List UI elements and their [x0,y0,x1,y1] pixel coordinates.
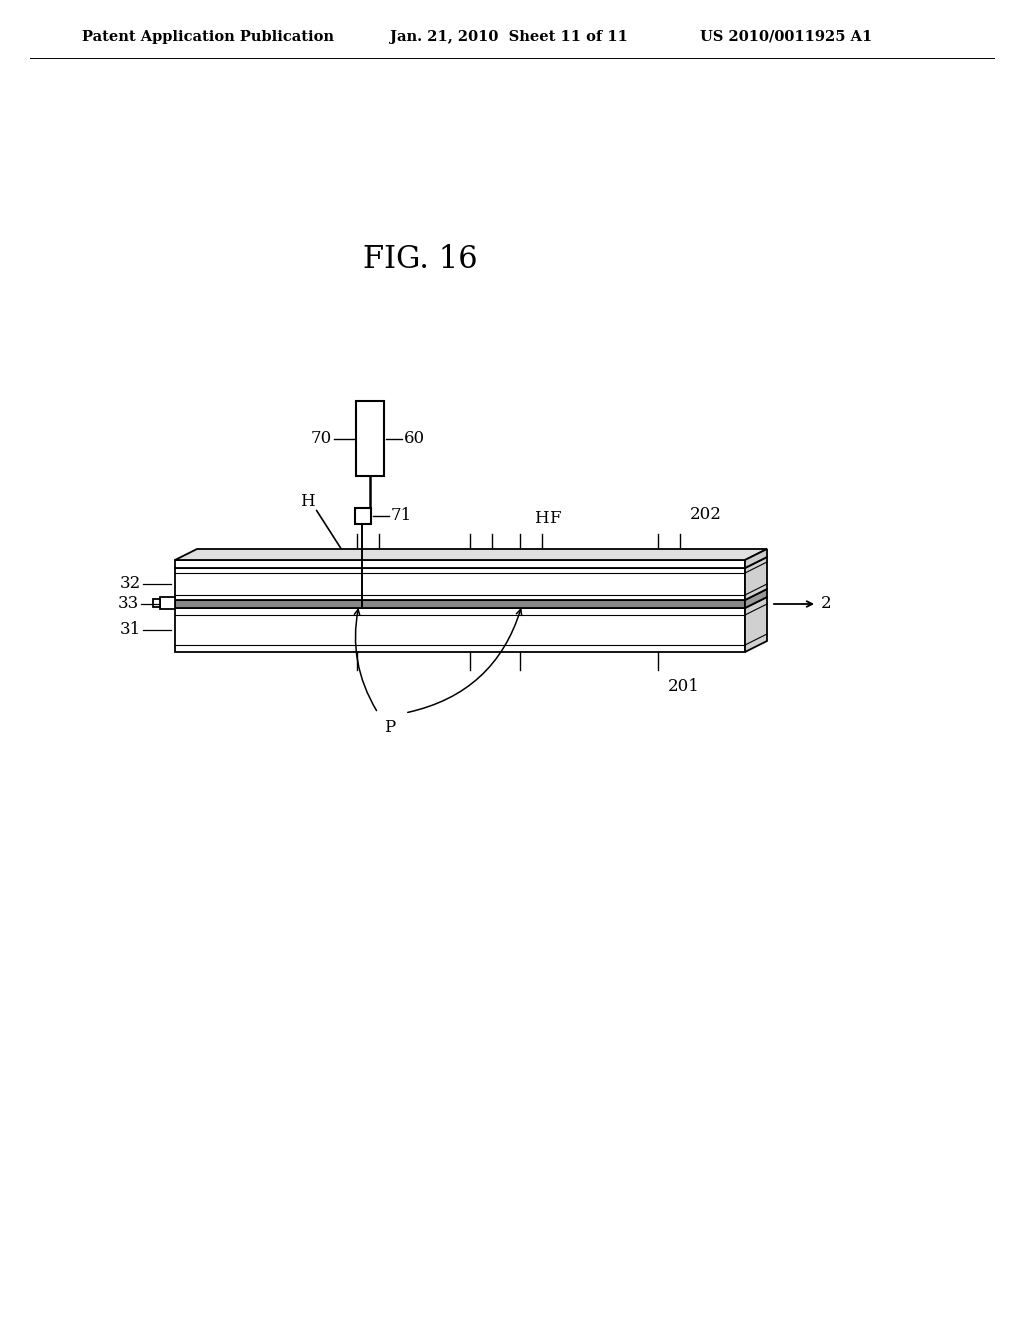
Text: 33: 33 [118,595,139,612]
Text: 201: 201 [668,678,699,696]
Polygon shape [160,597,175,609]
Text: 32: 32 [120,576,141,593]
Polygon shape [175,557,767,568]
Text: 2: 2 [821,595,831,612]
Text: US 2010/0011925 A1: US 2010/0011925 A1 [700,30,872,44]
Text: Jan. 21, 2010  Sheet 11 of 11: Jan. 21, 2010 Sheet 11 of 11 [390,30,628,44]
Polygon shape [175,549,767,560]
Polygon shape [745,557,767,601]
Polygon shape [175,609,745,652]
Text: H: H [300,494,314,511]
Text: FIG. 16: FIG. 16 [362,244,477,276]
Text: H: H [534,510,549,527]
Polygon shape [745,597,767,652]
Polygon shape [745,589,767,609]
Polygon shape [745,549,767,568]
Text: 71: 71 [391,507,413,524]
Polygon shape [175,601,745,609]
Text: 60: 60 [404,430,425,447]
Polygon shape [356,401,384,477]
Text: 202: 202 [690,506,722,523]
Text: 31: 31 [120,622,141,639]
Polygon shape [175,589,767,601]
Polygon shape [175,568,745,601]
Polygon shape [355,508,371,524]
Text: 70: 70 [310,430,332,447]
Polygon shape [153,599,160,607]
Text: F: F [549,510,560,527]
Text: P: P [384,719,395,737]
Polygon shape [175,597,767,609]
Polygon shape [175,560,745,568]
Text: Patent Application Publication: Patent Application Publication [82,30,334,44]
